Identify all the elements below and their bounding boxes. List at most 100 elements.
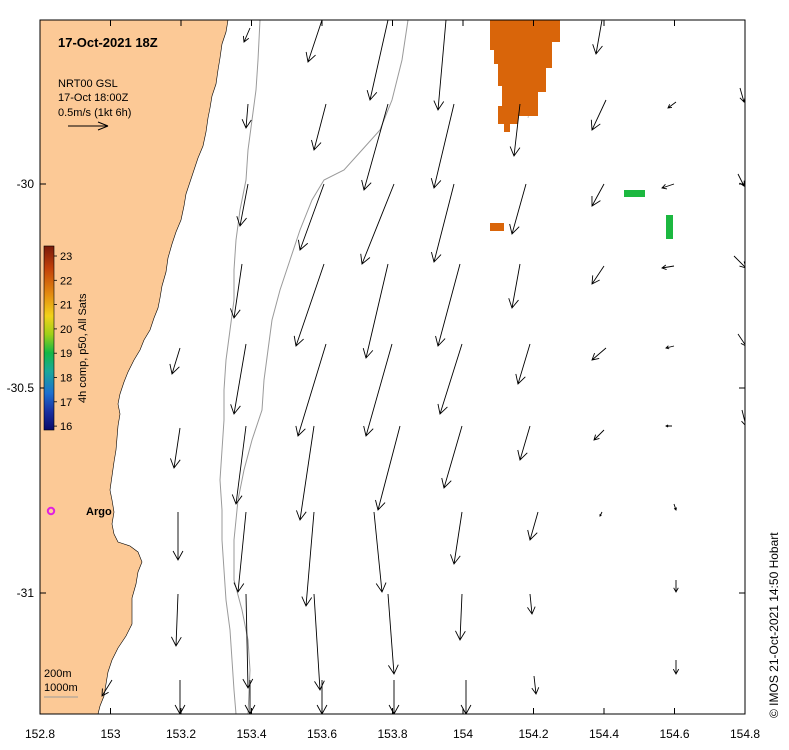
colorbar-tick-label: 18 xyxy=(60,373,72,385)
current-arrow xyxy=(673,580,679,593)
argo-dot xyxy=(46,506,56,516)
current-arrow xyxy=(437,343,463,415)
x-axis: 152.8 153 153.2 153.4 153.6 153.8 154 154.2 154.… xyxy=(25,20,760,741)
land-mass xyxy=(40,20,229,714)
current-arrow xyxy=(170,427,181,469)
colorbar-gradient xyxy=(43,245,55,431)
sst-green-horizontal xyxy=(624,190,645,197)
colorbar-tick-label: 17 xyxy=(60,397,72,409)
colorbar-tick-label: 16 xyxy=(60,421,72,433)
product-line2: 17-Oct 18:00Z xyxy=(58,92,129,104)
current-arrow xyxy=(430,103,455,189)
x-tick-label: 154.8 xyxy=(730,727,760,741)
current-arrow xyxy=(450,511,463,565)
current-arrow xyxy=(313,593,325,691)
current-arrow xyxy=(387,593,399,675)
scale-arrow xyxy=(68,121,109,131)
current-arrow xyxy=(435,263,461,347)
current-arrow xyxy=(593,429,605,441)
current-arrow xyxy=(673,503,677,511)
y-tick-label: -30.5 xyxy=(7,381,35,395)
sst-green-vertical xyxy=(666,215,673,239)
map-title: 17-Oct-2021 18Z xyxy=(58,35,158,50)
current-arrow xyxy=(527,593,536,615)
current-arrow xyxy=(591,183,605,207)
current-arrow xyxy=(241,103,252,129)
colorbar-label: 4h comp, p50, All Sats xyxy=(77,293,89,403)
current-arrow xyxy=(665,424,672,428)
current-arrow xyxy=(741,409,745,426)
current-arrow xyxy=(311,103,327,151)
current-arrow xyxy=(509,183,527,235)
colorbar-tick-label: 21 xyxy=(60,300,72,312)
current-arrow xyxy=(508,263,521,309)
current-vectors xyxy=(101,20,745,714)
current-arrow xyxy=(174,680,186,714)
contour-legend-200: 200m xyxy=(44,668,72,680)
current-arrow xyxy=(233,511,247,593)
colorbar-tick-label: 22 xyxy=(60,275,72,287)
x-tick-label: 153.2 xyxy=(166,727,196,741)
current-arrow xyxy=(592,20,603,55)
x-tick-label: 154.6 xyxy=(659,727,689,741)
current-arrow xyxy=(172,512,184,561)
current-arrow xyxy=(515,343,531,385)
y-tick-label: -31 xyxy=(17,586,35,600)
current-arrow xyxy=(667,101,677,109)
colorbar-tick-label: 23 xyxy=(60,251,72,263)
current-arrow xyxy=(360,183,395,265)
credit-text: © IMOS 21-Oct-2021 14:50 Hobart xyxy=(767,532,781,718)
x-tick-label: 153.4 xyxy=(236,727,266,741)
current-arrow xyxy=(230,343,247,415)
colorbar: 23 22 21 20 19 18 17 16 4h comp, p50, All Sats xyxy=(43,245,89,433)
current-arrow xyxy=(433,20,447,111)
colorbar-tick-label: 20 xyxy=(60,324,72,336)
x-tick-label: 154 xyxy=(453,727,473,741)
current-arrow xyxy=(373,511,387,593)
current-arrow xyxy=(590,99,607,131)
current-arrow xyxy=(665,345,675,350)
current-arrow xyxy=(242,27,251,43)
current-arrow xyxy=(170,593,182,647)
current-arrow xyxy=(305,20,323,63)
current-arrow xyxy=(455,593,466,641)
current-arrow xyxy=(388,680,400,714)
argo-marker: Argo xyxy=(46,506,112,518)
current-arrow xyxy=(244,680,256,714)
current-arrow xyxy=(236,183,249,227)
current-arrow xyxy=(509,103,521,157)
x-tick-label: 153 xyxy=(100,727,120,741)
current-arrow xyxy=(591,265,605,285)
x-tick-label: 154.2 xyxy=(518,727,548,741)
colorbar-tick-label: 19 xyxy=(60,348,72,360)
current-arrow xyxy=(101,679,113,697)
current-arrow xyxy=(231,425,247,505)
contour-200m xyxy=(219,20,261,714)
current-arrow xyxy=(599,511,603,517)
current-arrow xyxy=(361,103,389,191)
contour-legend-1000: 1000m xyxy=(44,682,78,694)
current-arrow xyxy=(375,425,401,511)
x-tick-label: 154.4 xyxy=(589,727,619,741)
sst-patches xyxy=(490,20,673,239)
x-tick-label: 152.8 xyxy=(25,727,55,741)
current-arrow xyxy=(531,675,540,695)
current-arrow xyxy=(672,660,680,675)
current-arrow xyxy=(661,183,675,190)
current-arrow xyxy=(293,263,325,347)
sst-warm-patch xyxy=(490,20,560,132)
current-arrow xyxy=(301,511,315,607)
sst-warm-small xyxy=(490,223,504,231)
colorbar-ticks: 23 22 21 20 19 18 17 16 xyxy=(54,251,72,433)
current-arrow xyxy=(296,425,315,521)
y-tick-label: -30 xyxy=(17,177,35,191)
current-arrow xyxy=(230,263,243,319)
argo-label: Argo xyxy=(86,506,112,518)
current-arrow xyxy=(295,343,327,437)
current-arrow xyxy=(297,183,325,251)
x-tick-label: 153.8 xyxy=(377,727,407,741)
y-axis: -30 -30.5 -31 xyxy=(7,177,745,600)
current-arrow xyxy=(363,343,393,437)
current-arrow xyxy=(441,425,463,489)
